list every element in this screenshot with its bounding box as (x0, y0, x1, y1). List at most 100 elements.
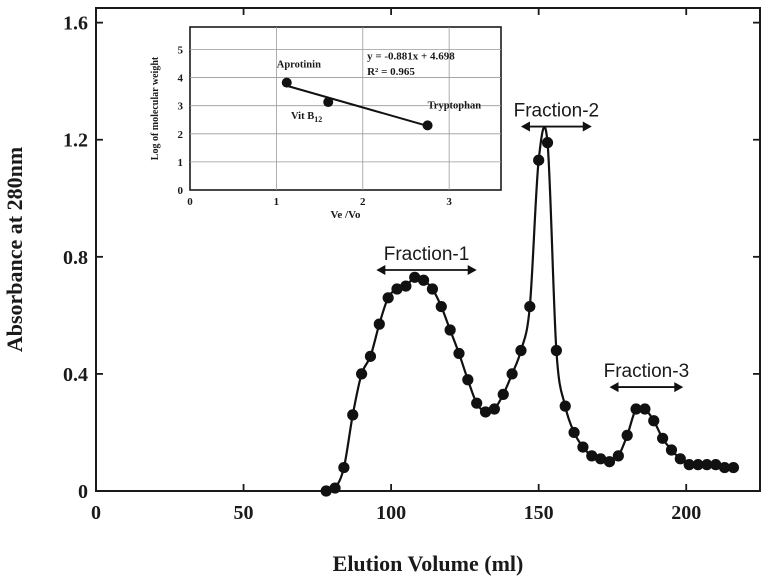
elution-data-point (718, 461, 731, 474)
elution-data-point (657, 432, 669, 444)
main-y-tick-label: 0.8 (63, 247, 88, 269)
elution-data-point (541, 137, 554, 149)
inset-x-tick-label: 1 (274, 196, 280, 208)
inset-y-tick-label: 0 (178, 185, 184, 197)
calibration-point-label: Vit B12 (291, 111, 322, 124)
elution-data-point (506, 368, 518, 380)
inset-y-axis-title: Log of molecular weight (150, 56, 161, 160)
calibration-point-label: Aprotinin (277, 60, 321, 71)
elution-data-point (701, 459, 713, 471)
point-label-text: Vit B (291, 111, 314, 122)
arrowhead-left (376, 264, 386, 275)
elution-data-point (426, 283, 439, 295)
elution-data-point (524, 300, 536, 313)
point-label-text: Aprotinin (277, 60, 321, 71)
elution-data-point (630, 403, 642, 415)
elution-data-point (586, 450, 598, 462)
elution-data-point (453, 347, 465, 360)
elution-data-point (674, 453, 686, 465)
inset-x-tick-label: 3 (446, 196, 452, 208)
calibration-r-squared: R² = 0.965 (367, 66, 415, 78)
inset-x-axis-title: Ve /Vo (330, 209, 361, 221)
arrowhead-right (674, 382, 684, 393)
fraction-annotations: Fraction-1 Fraction-2 Fraction-3 (376, 101, 689, 393)
main-y-axis-title: Absorbance at 280nm (2, 147, 27, 352)
calibration-trendline (286, 84, 428, 127)
main-x-tick-label: 200 (671, 502, 701, 524)
elution-data-point (550, 344, 562, 357)
arrowhead-left (520, 121, 530, 132)
elution-data-point (533, 154, 545, 166)
inset-x-tick-label: 0 (187, 196, 193, 208)
elution-data-point (497, 388, 509, 400)
main-y-axis: 0 0.4 0.8 1.2 1.6 (63, 13, 760, 503)
elution-data-point (417, 274, 430, 286)
elution-data-point (356, 368, 368, 380)
inset-x-tick-label: 2 (360, 196, 366, 208)
calibration-point-label: Tryptophan (428, 100, 482, 111)
elution-data-point (488, 403, 500, 415)
main-x-tick-label: 0 (91, 502, 101, 524)
main-plot-frame (95, 7, 761, 492)
main-x-axis-title: Elution Volume (ml) (333, 551, 524, 576)
fraction-label: Fraction-1 (384, 244, 470, 265)
elution-data-point (692, 459, 704, 471)
elution-data-point (621, 429, 633, 441)
inset-y-tick-label: 3 (178, 101, 184, 113)
arrowhead-right (467, 264, 477, 275)
elution-data-point (559, 400, 571, 412)
main-y-tick-label: 0.4 (63, 364, 88, 386)
calibration-points: Aprotinin Vit B12 Tryptophan (277, 60, 481, 131)
elution-data-point (648, 415, 660, 427)
elution-data-point (338, 461, 350, 474)
elution-data-point (364, 350, 377, 362)
point-label-text: Tryptophan (428, 100, 482, 111)
main-y-tick-label: 1.2 (63, 130, 88, 152)
calibration-equation: y = -0.881x + 4.698 (367, 50, 455, 62)
elution-data-point (320, 485, 332, 497)
elution-data-point (603, 456, 616, 468)
inset-y-tick-label: 1 (178, 157, 184, 169)
arrowhead-left (609, 382, 619, 393)
elution-data-point (329, 482, 341, 494)
elution-data-point (665, 444, 678, 456)
calibration-point (422, 120, 433, 131)
elution-data-point (639, 403, 651, 415)
main-x-tick-label: 50 (234, 502, 254, 524)
elution-data-point (568, 426, 580, 439)
point-label-subscript: 12 (314, 115, 322, 124)
elution-data-point (727, 461, 740, 474)
inset-y-tick-label: 4 (178, 73, 184, 85)
elution-data-point (444, 324, 456, 336)
main-x-axis: 0 50 100 150 200 (91, 8, 701, 524)
elution-data-point (471, 397, 483, 409)
main-x-tick-label: 100 (376, 502, 406, 524)
main-x-tick-label: 150 (524, 502, 554, 524)
main-y-tick-label: 1.6 (63, 13, 88, 35)
elution-data-point (400, 280, 412, 292)
elution-data-point (479, 406, 492, 418)
elution-data-point (409, 271, 421, 283)
elution-data-point (373, 318, 385, 330)
fraction-label: Fraction-2 (514, 101, 600, 122)
inset-gridlines (190, 27, 501, 190)
elution-data-point (391, 283, 403, 295)
main-y-tick-label: 0 (78, 481, 88, 503)
elution-data-point (612, 450, 624, 462)
elution-data-point (683, 459, 695, 471)
elution-data-point (577, 441, 589, 453)
elution-profile-points (320, 137, 740, 497)
calibration-point (281, 77, 292, 88)
elution-data-point (382, 292, 394, 304)
inset-y-axis: 0 1 2 3 4 5 (178, 44, 184, 197)
elution-data-point (515, 344, 527, 357)
calibration-point (323, 97, 334, 108)
main-chart: 0 50 100 150 200 00.40.81.21.6 Fraction-1Fra… (2, 7, 761, 576)
inset-y-tick-label: 2 (178, 129, 184, 141)
arrowhead-right (582, 121, 592, 132)
elution-data-point (347, 409, 359, 421)
fraction-label: Fraction-3 (604, 361, 690, 382)
inset-y-tick-label: 5 (178, 44, 184, 56)
